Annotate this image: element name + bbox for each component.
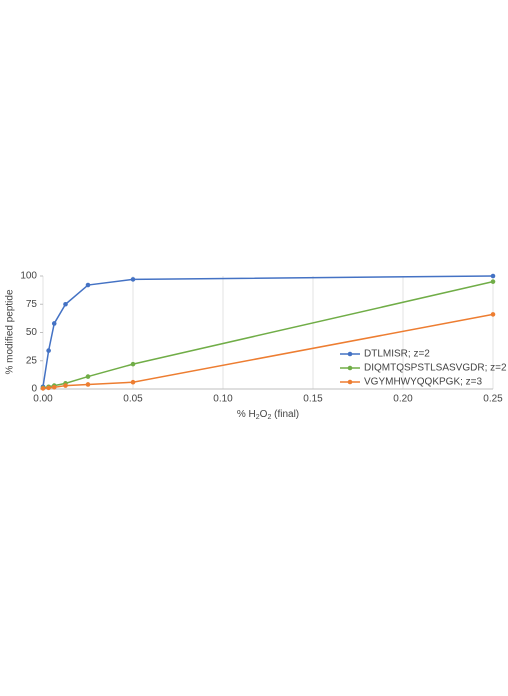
data-point bbox=[490, 312, 496, 317]
x-tick-label: 0.25 bbox=[483, 394, 503, 405]
x-tick-label: 0.15 bbox=[303, 394, 323, 405]
legend-label: DIQMTQSPSTLSASVGDR; z=2 bbox=[364, 363, 507, 374]
data-point bbox=[63, 301, 68, 307]
y-tick-label: 100 bbox=[20, 271, 37, 282]
data-point bbox=[85, 374, 91, 379]
data-point bbox=[51, 321, 57, 326]
x-axis-label-part: (final) bbox=[271, 409, 299, 420]
x-tick-label: 0.00 bbox=[33, 394, 53, 405]
data-point bbox=[130, 379, 136, 385]
x-tick-label: 0.05 bbox=[123, 394, 143, 405]
legend-label: VGYMHWYQQKPGK; z=3 bbox=[364, 377, 483, 388]
data-point bbox=[85, 382, 91, 387]
legend-marker bbox=[347, 379, 353, 385]
data-point bbox=[40, 386, 46, 391]
y-tick-label: 0 bbox=[31, 384, 37, 395]
legend-marker bbox=[347, 351, 353, 357]
legend-label: DTLMISR; z=2 bbox=[364, 349, 430, 360]
x-axis-label-part: O bbox=[260, 409, 268, 420]
data-point bbox=[490, 279, 496, 284]
y-tick-label: 50 bbox=[26, 327, 38, 338]
x-tick-label: 0.20 bbox=[393, 394, 413, 405]
x-tick-label: 0.10 bbox=[213, 394, 233, 405]
y-tick-label: 25 bbox=[26, 355, 38, 366]
x-axis-label-part: 2 bbox=[267, 414, 271, 421]
x-axis-label-part: 2 bbox=[256, 414, 260, 421]
x-axis-label-part: % H bbox=[237, 409, 256, 420]
data-point bbox=[130, 361, 136, 367]
data-point bbox=[63, 383, 68, 388]
data-point bbox=[130, 277, 136, 282]
data-point bbox=[51, 385, 57, 390]
data-point bbox=[85, 282, 91, 288]
legend-marker bbox=[347, 365, 353, 371]
data-point bbox=[46, 385, 51, 391]
y-tick-label: 75 bbox=[26, 299, 38, 310]
x-axis-label: % H2O2 (final) bbox=[237, 409, 299, 422]
data-point bbox=[46, 348, 51, 353]
y-axis-label: % modified peptide bbox=[5, 289, 16, 374]
data-point bbox=[490, 273, 496, 279]
